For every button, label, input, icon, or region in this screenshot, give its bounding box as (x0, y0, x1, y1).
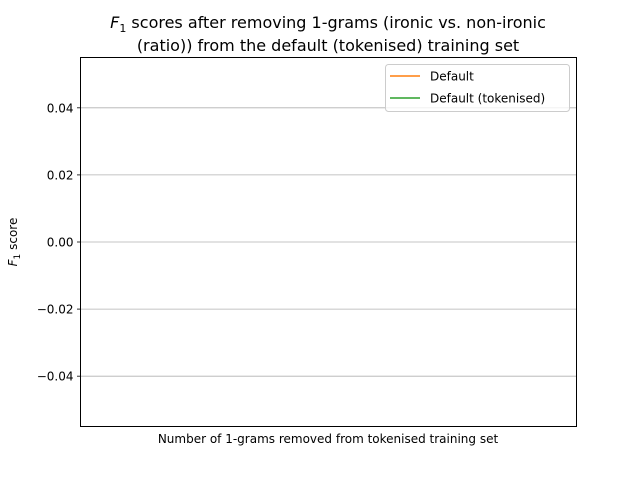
y-tick-label: 0.00 (47, 236, 74, 250)
legend-label: Default (tokenised) (430, 92, 545, 106)
y-tick-label: −0.02 (37, 303, 74, 317)
legend: Default Default (tokenised) (385, 64, 570, 112)
chart-title-line2: (ratio)) from the default (tokenised) tr… (137, 36, 519, 55)
legend-frame (385, 64, 570, 112)
chart-title-line1: F1 scores after removing 1-grams (ironic… (110, 13, 546, 35)
legend-label: Default (430, 70, 474, 84)
y-tick-label: −0.04 (37, 370, 74, 384)
y-tick-label: 0.04 (47, 101, 74, 115)
y-axis-label: F1 score (6, 218, 23, 267)
x-axis-label: Number of 1-grams removed from tokenised… (158, 432, 499, 446)
y-axis-ticks: 0.04 0.02 0.00 −0.02 −0.04 (37, 101, 81, 384)
plot-frame (80, 57, 577, 427)
y-tick-label: 0.02 (47, 168, 74, 182)
